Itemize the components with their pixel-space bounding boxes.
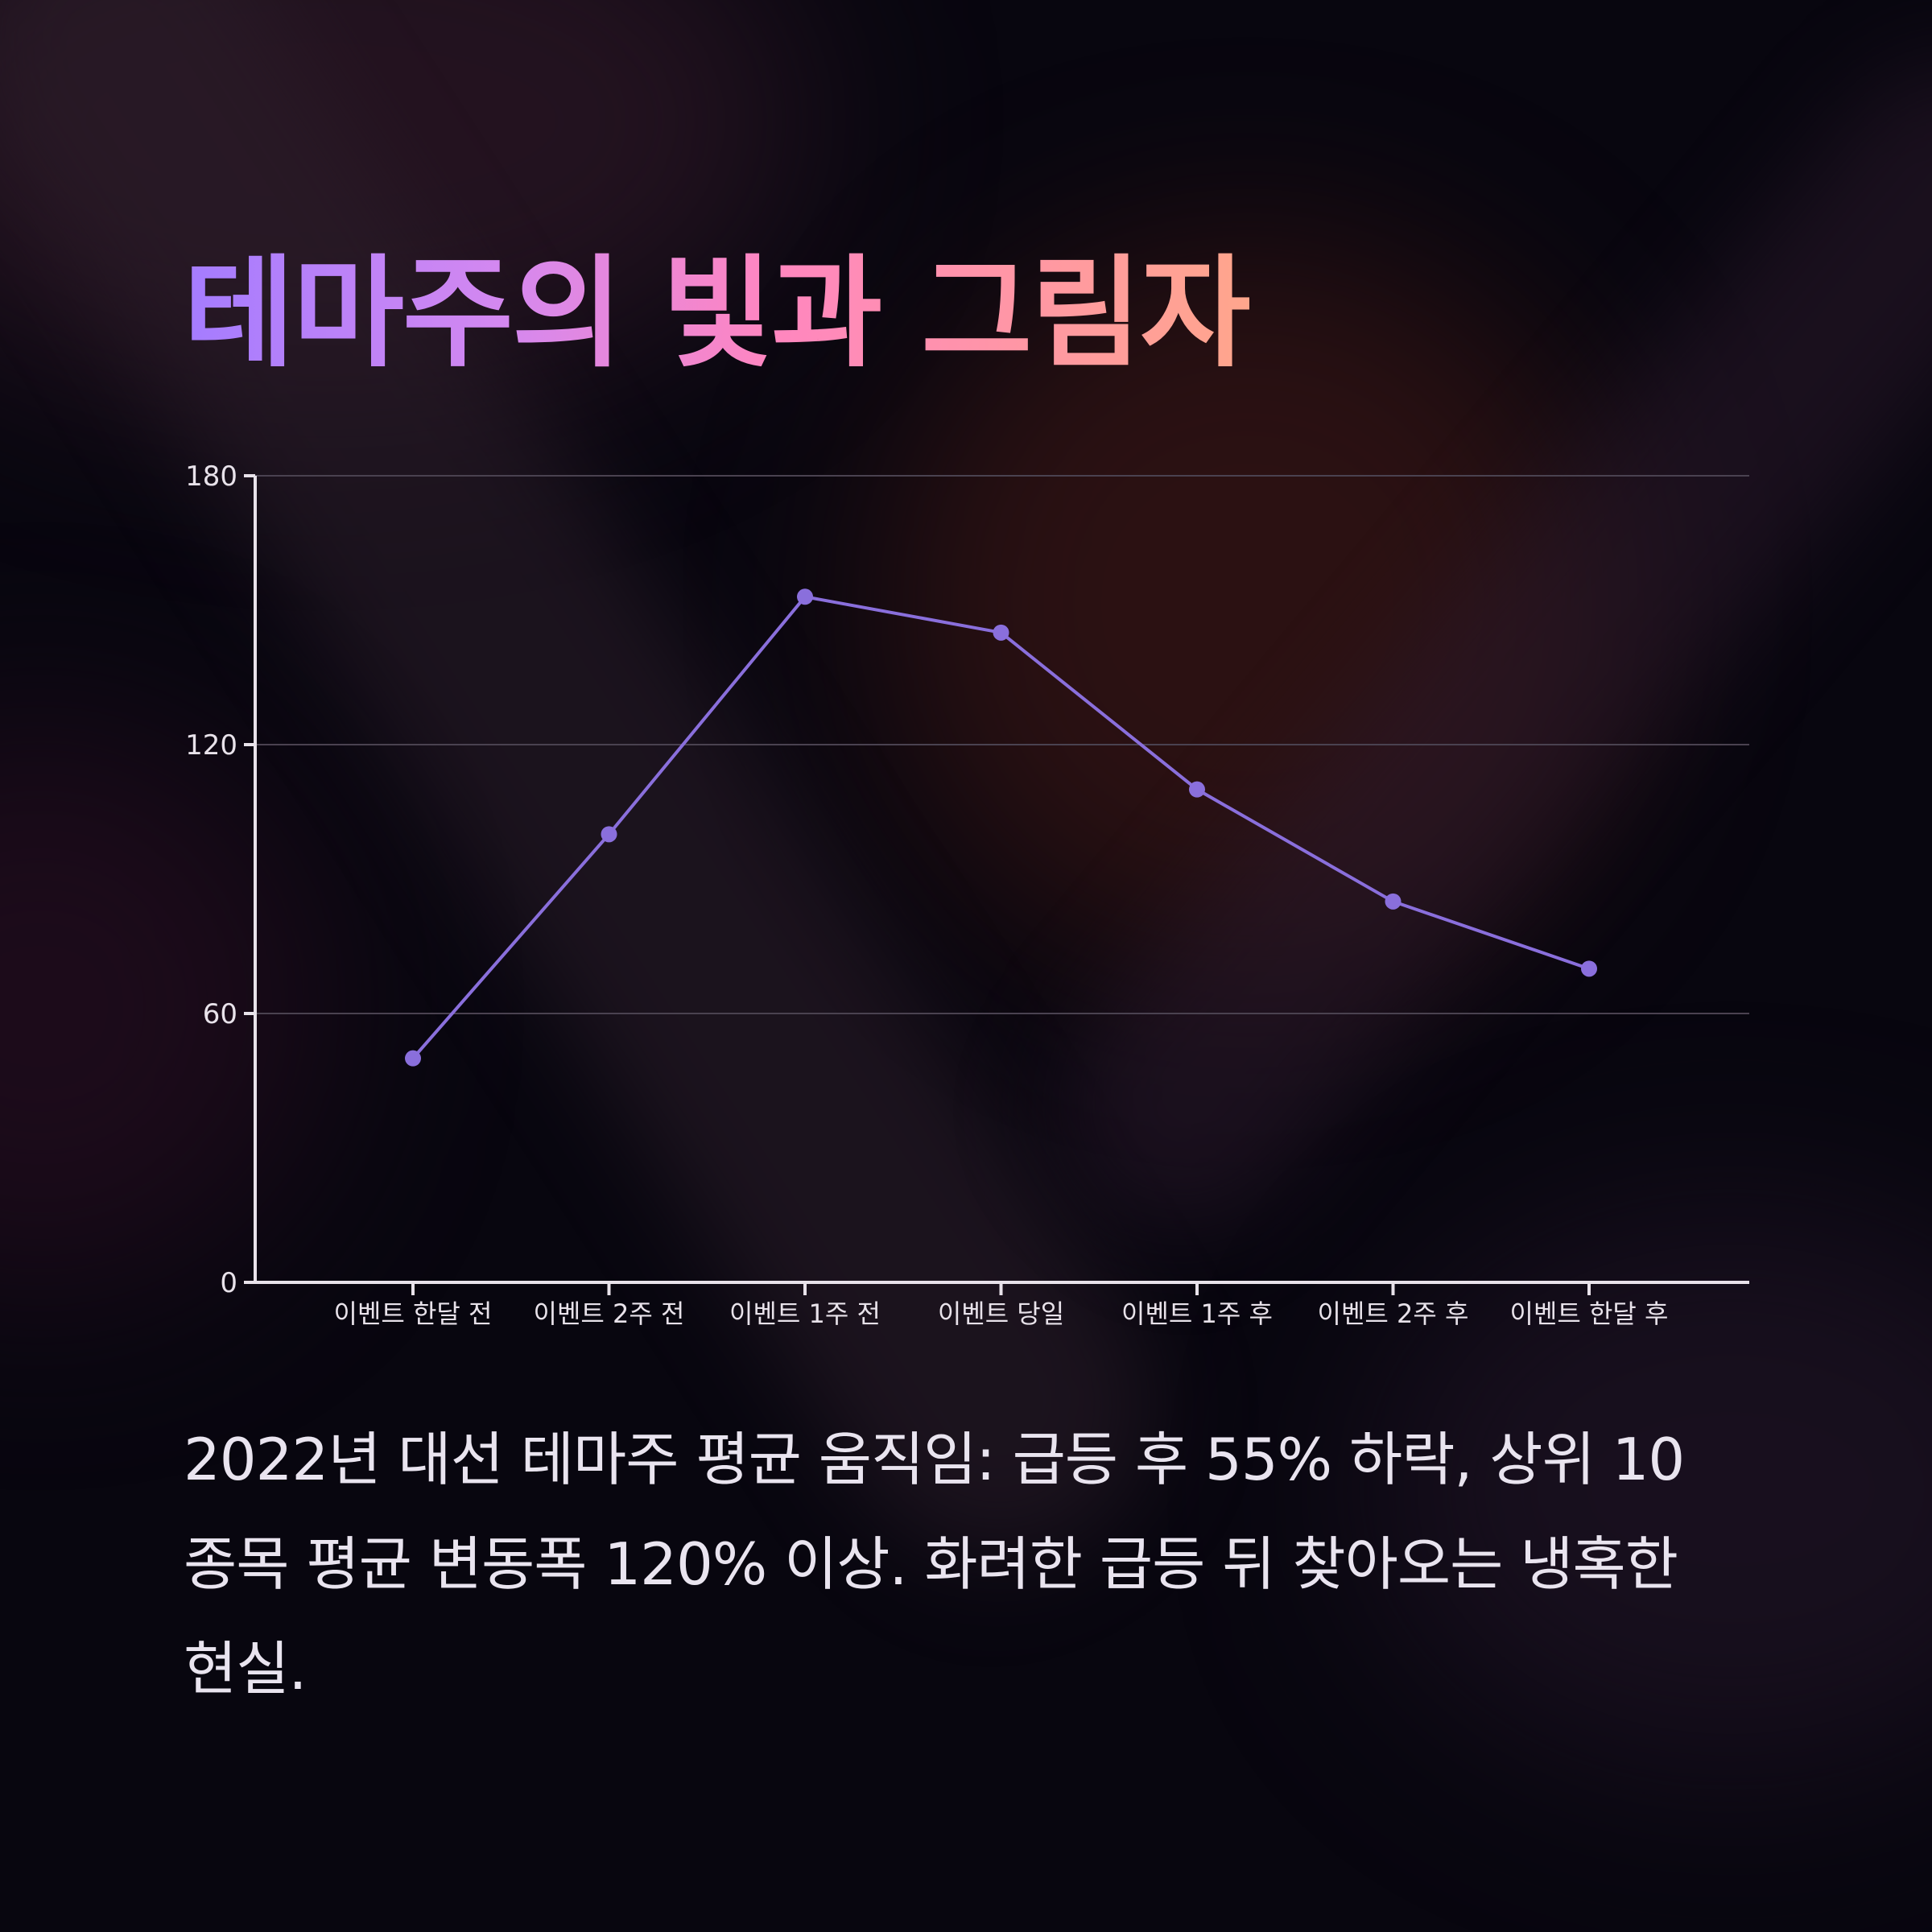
x-tick-label: 이벤트 1주 전 xyxy=(729,1298,881,1329)
x-tick-label: 이벤트 1주 후 xyxy=(1121,1298,1273,1329)
data-point xyxy=(1385,893,1402,910)
data-point xyxy=(797,588,813,605)
data-point xyxy=(601,826,617,843)
y-tick-label: 180 xyxy=(185,460,237,493)
y-tick-label: 120 xyxy=(185,729,237,762)
x-tick-label: 이벤트 2주 후 xyxy=(1318,1298,1469,1329)
x-tick-label: 이벤트 한달 전 xyxy=(334,1298,493,1329)
x-tick-label: 이벤트 2주 전 xyxy=(534,1298,685,1329)
y-tick-label: 60 xyxy=(203,998,237,1030)
data-point xyxy=(405,1050,421,1067)
x-tick-label: 이벤트 한달 후 xyxy=(1510,1298,1669,1329)
x-tick-label: 이벤트 당일 xyxy=(938,1298,1064,1329)
data-point xyxy=(1189,781,1205,798)
data-point xyxy=(993,624,1009,641)
y-tick-label: 0 xyxy=(220,1267,237,1299)
data-point xyxy=(1581,960,1597,977)
page-title: 테마주의 빛과 그림자 xyxy=(184,216,1251,390)
series-line xyxy=(411,595,1590,1059)
description-text: 2022년 대선 테마주 평균 움직임: 급등 후 55% 하락, 상위 10 … xyxy=(184,1426,1685,1703)
